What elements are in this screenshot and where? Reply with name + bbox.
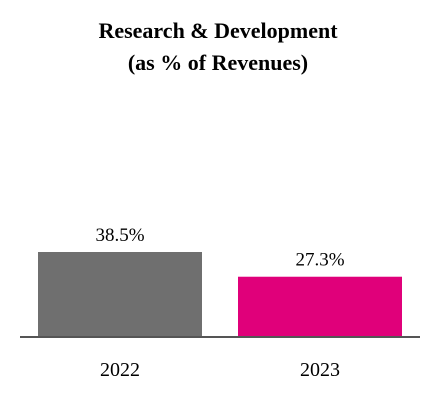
chart-title-line-1: Research & Development bbox=[98, 18, 338, 43]
data-label-2023: 27.3% bbox=[295, 250, 344, 271]
bar-2022 bbox=[38, 252, 202, 337]
bar-2023 bbox=[238, 276, 402, 337]
bars-layer bbox=[38, 252, 402, 337]
data-label-2022: 38.5% bbox=[95, 225, 144, 246]
labels-layer: 38.5% 2022 27.3% 2023 bbox=[95, 225, 344, 381]
x-tick-label-2023: 2023 bbox=[300, 359, 340, 381]
chart-title-line-2: (as % of Revenues) bbox=[128, 50, 308, 75]
x-tick-label-2022: 2022 bbox=[100, 359, 140, 381]
